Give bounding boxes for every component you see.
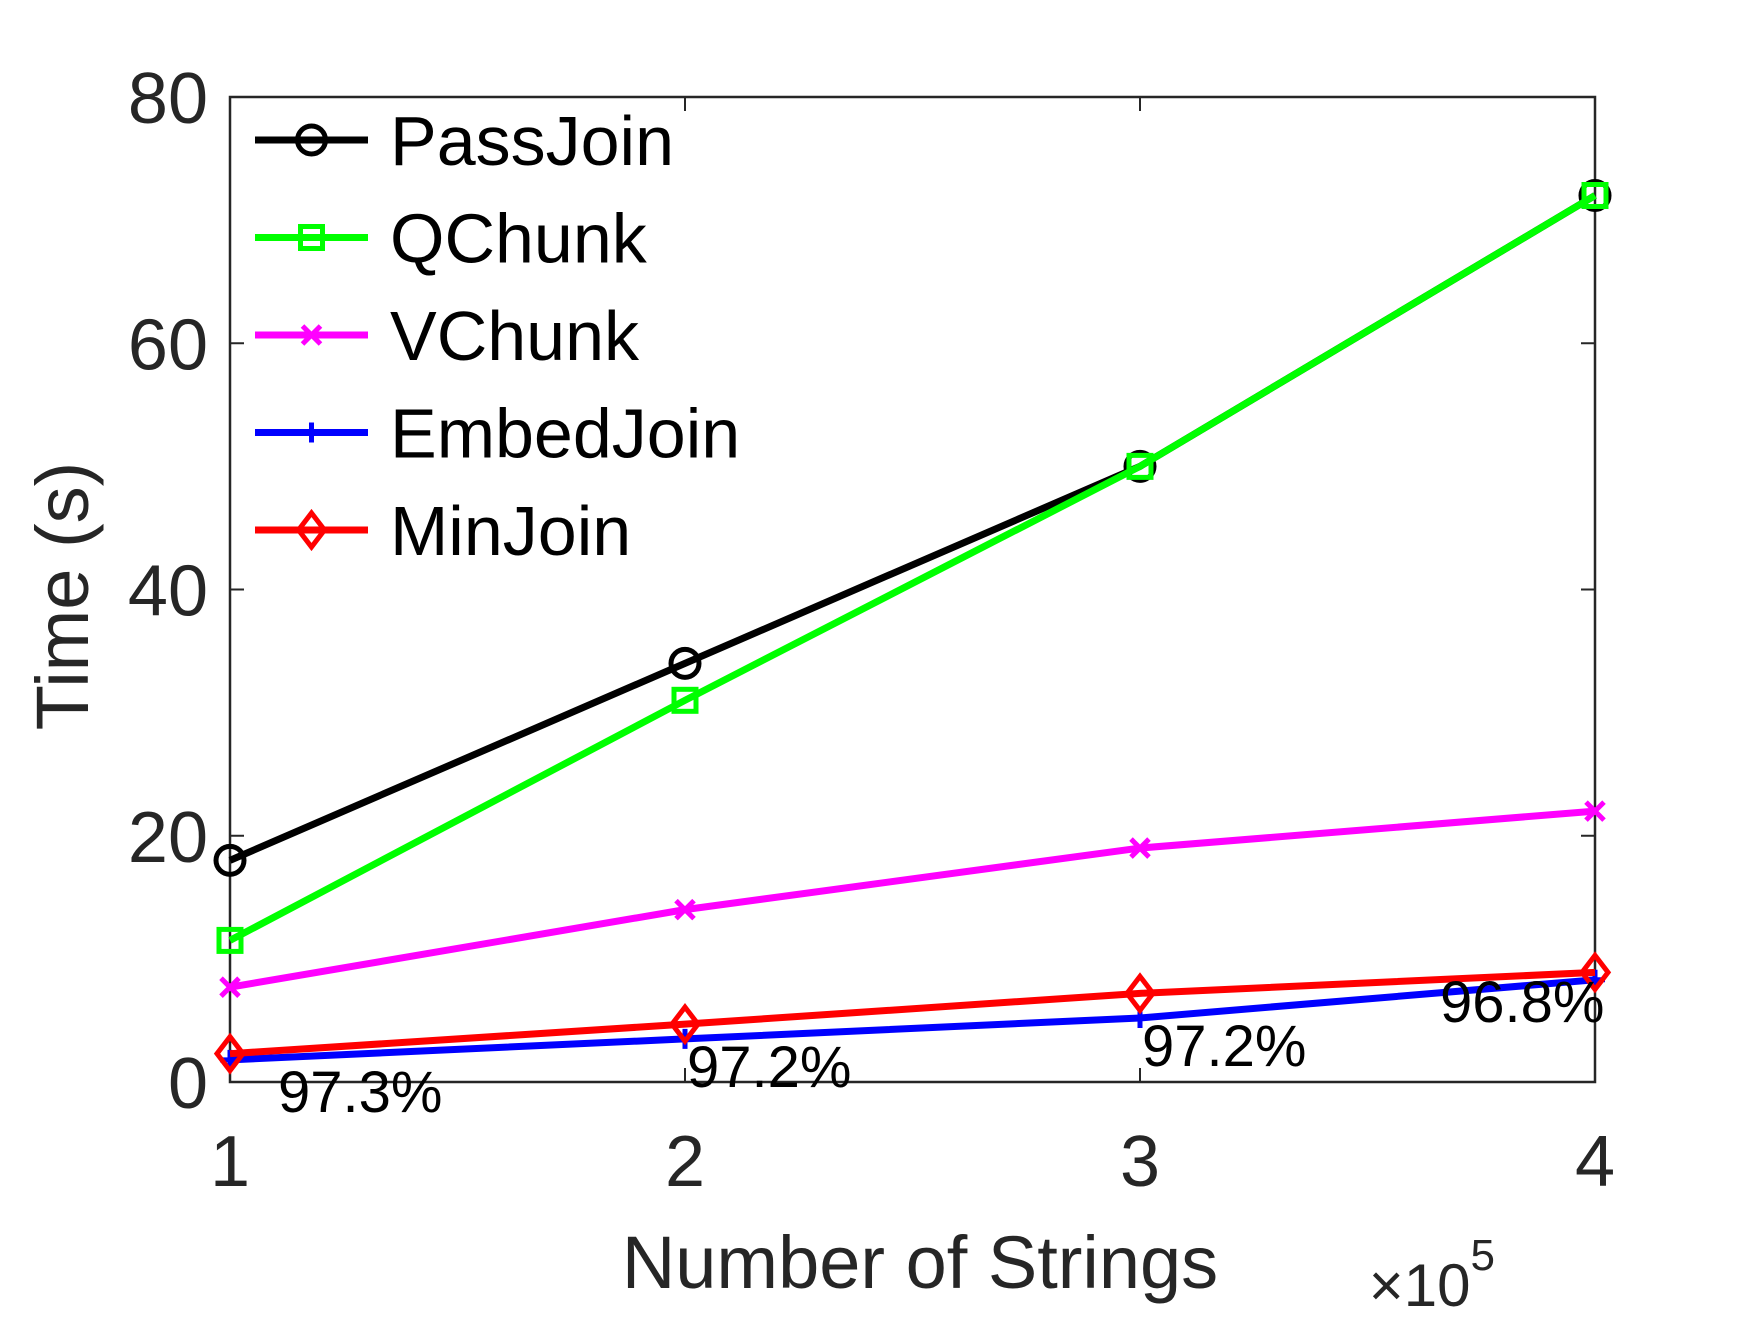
legend-swatch-marker xyxy=(301,422,322,443)
x-tick-label: 1 xyxy=(210,1122,250,1202)
legend-item-minjoin: MinJoin xyxy=(255,492,631,570)
data-point-passjoin xyxy=(668,646,702,680)
annotation-label: 97.3% xyxy=(278,1060,442,1125)
legend-item-qchunk: QChunk xyxy=(255,200,648,278)
data-point-minjoin xyxy=(668,1003,702,1046)
y-tick-label: 60 xyxy=(128,305,208,385)
x-tick-label: 2 xyxy=(665,1122,705,1202)
series-qchunk xyxy=(216,182,1609,954)
legend-swatch-marker xyxy=(295,123,328,157)
data-point-passjoin xyxy=(1578,179,1612,212)
x-axis-title: Number of Strings xyxy=(622,1221,1218,1304)
data-point-qchunk xyxy=(671,686,699,714)
annotations: 97.3% 97.2% 97.2% 96.8% xyxy=(278,970,1604,1125)
y-tick-label: 80 xyxy=(128,59,208,139)
y-tick-label: 0 xyxy=(168,1044,208,1124)
y-axis-title: Time (s) xyxy=(21,462,104,731)
series-line-vchunk xyxy=(229,807,1596,991)
annotation-label: 97.2% xyxy=(687,1035,851,1100)
series-vchunk xyxy=(219,800,1606,998)
data-point-vchunk xyxy=(1584,800,1606,822)
y-tick-label: 20 xyxy=(128,798,208,878)
data-point-minjoin xyxy=(1578,951,1612,994)
axes: 0 20 40 60 80 1 2 3 4 xyxy=(128,59,1615,1202)
data-point-vchunk xyxy=(1129,837,1151,859)
data-point-vchunk xyxy=(674,898,696,921)
legend-swatch-marker xyxy=(300,324,323,346)
data-point-qchunk xyxy=(216,926,244,954)
data-point-minjoin xyxy=(213,1032,247,1075)
x-tick-label: 3 xyxy=(1120,1122,1160,1202)
data-point-minjoin xyxy=(1123,972,1157,1015)
data-point-vchunk xyxy=(219,976,241,998)
data-point-passjoin xyxy=(1123,449,1157,483)
annotation-label: 96.8% xyxy=(1440,970,1604,1035)
series-line-embedjoin xyxy=(229,976,1596,1064)
legend-item-embedjoin: EmbedJoin xyxy=(255,395,740,473)
legend-label: QChunk xyxy=(390,200,648,278)
data-point-qchunk xyxy=(1581,182,1609,209)
x-tick-label: 4 xyxy=(1575,1122,1615,1202)
legend-label: MinJoin xyxy=(390,492,631,570)
x-axis-multiplier: ×105 xyxy=(1369,1231,1495,1312)
legend-swatch-marker xyxy=(295,508,328,552)
series-line-minjoin xyxy=(229,968,1596,1058)
legend-swatch-marker xyxy=(298,224,325,251)
legend-item-passjoin: PassJoin xyxy=(255,102,674,180)
data-point-passjoin xyxy=(213,843,247,877)
series-line-qchunk xyxy=(228,192,1597,944)
legend-item-vchunk: VChunk xyxy=(255,297,640,375)
data-point-qchunk xyxy=(1126,452,1154,480)
legend-label: PassJoin xyxy=(390,102,674,180)
series-minjoin xyxy=(213,951,1612,1075)
annotation-label: 97.2% xyxy=(1142,1014,1306,1079)
y-tick-label: 40 xyxy=(128,552,208,632)
series-layer xyxy=(213,179,1612,1075)
legend-label: VChunk xyxy=(390,297,640,375)
legend: PassJoin QChunk VChunk EmbedJoin MinJoin xyxy=(255,102,740,570)
legend-label: EmbedJoin xyxy=(390,395,740,473)
